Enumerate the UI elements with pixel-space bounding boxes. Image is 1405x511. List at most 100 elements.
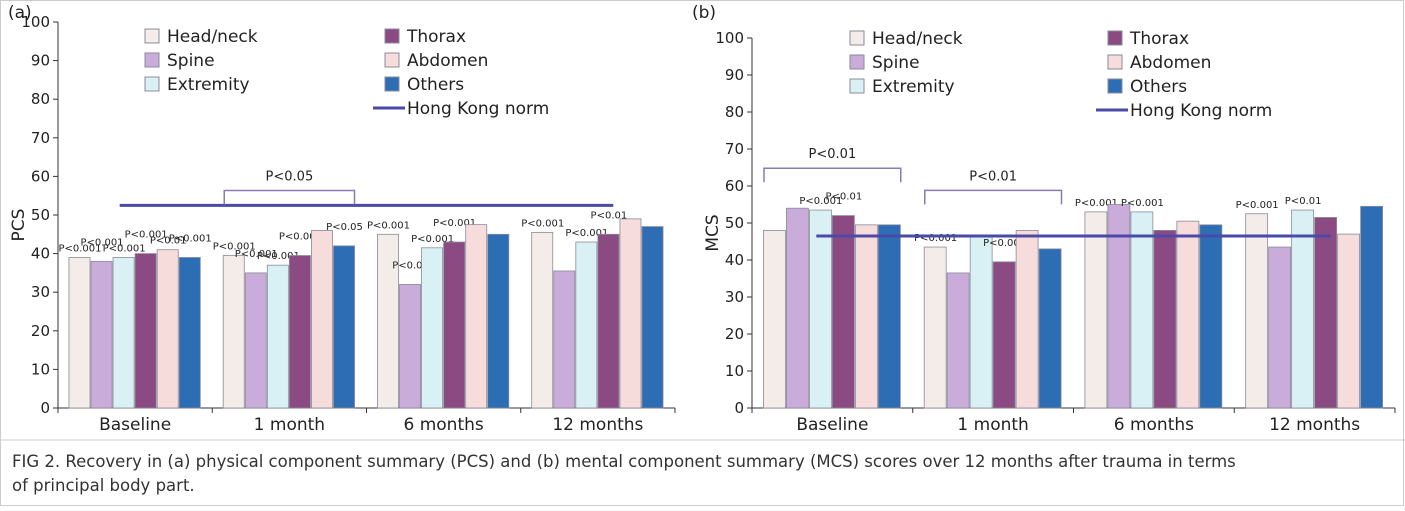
bar bbox=[1130, 211, 1154, 409]
significance-label: P<0.001 bbox=[169, 233, 212, 244]
legend-swatch bbox=[384, 28, 400, 44]
bar bbox=[992, 261, 1016, 409]
bar bbox=[854, 224, 878, 409]
y-tick-label: 30 bbox=[31, 283, 50, 301]
bar bbox=[311, 230, 333, 409]
caption-line: of principal body part. bbox=[12, 476, 195, 495]
y-tick-label: 40 bbox=[725, 251, 744, 269]
legend-label: Head/neck bbox=[872, 29, 963, 49]
significance-label: P<0.001 bbox=[983, 238, 1026, 249]
bracket-label: P<0.01 bbox=[809, 147, 857, 162]
bar bbox=[1107, 204, 1131, 409]
y-tick-label: 50 bbox=[725, 214, 744, 232]
bar bbox=[178, 257, 201, 409]
legend-label: Hong Kong norm bbox=[1130, 101, 1272, 121]
x-tick-label: 6 months bbox=[403, 415, 483, 435]
y-tick-label: 0 bbox=[40, 399, 50, 417]
legend-label: Others bbox=[407, 75, 464, 95]
bar bbox=[597, 233, 620, 409]
significance-label: P<0.001 bbox=[81, 237, 124, 248]
y-tick-label: 100 bbox=[715, 29, 744, 47]
bar bbox=[1038, 248, 1062, 409]
bar bbox=[1337, 233, 1360, 409]
bar bbox=[1199, 224, 1223, 409]
bar bbox=[531, 231, 554, 409]
y-axis-title: MCS bbox=[703, 214, 723, 251]
significance-label: P<0.01 bbox=[150, 236, 187, 247]
significance-label: P<0.01 bbox=[826, 192, 863, 203]
y-tick-label: 50 bbox=[31, 206, 50, 224]
bar bbox=[377, 233, 399, 409]
legend-label: Extremity bbox=[167, 75, 250, 95]
bar bbox=[487, 233, 510, 409]
legend-swatch bbox=[849, 54, 865, 70]
legend-swatch bbox=[849, 78, 865, 94]
bar bbox=[266, 264, 289, 409]
bar bbox=[156, 249, 179, 409]
significance-label: P<0.001 bbox=[58, 243, 101, 254]
bar bbox=[763, 229, 786, 409]
significance-label: P<0.001 bbox=[213, 242, 256, 253]
panel-label: (b) bbox=[692, 3, 716, 23]
bar bbox=[222, 255, 245, 409]
legend-label: Hong Kong norm bbox=[407, 99, 549, 119]
bar bbox=[1176, 220, 1200, 409]
legend-swatch bbox=[849, 30, 865, 46]
legend-label: Spine bbox=[872, 53, 920, 73]
bar bbox=[877, 224, 901, 409]
bar bbox=[969, 235, 993, 409]
legend-label: Spine bbox=[167, 51, 215, 71]
legend-swatch bbox=[1107, 78, 1123, 94]
y-tick-label: 100 bbox=[21, 13, 50, 31]
x-tick-label: Baseline bbox=[796, 415, 868, 435]
bar bbox=[90, 260, 113, 409]
legend-label: Others bbox=[1130, 77, 1187, 97]
bar bbox=[1291, 209, 1315, 409]
bar bbox=[421, 247, 444, 409]
significance-label: P<0.05 bbox=[326, 222, 363, 233]
legend-label: Thorax bbox=[406, 27, 466, 47]
legend-label: Abdomen bbox=[407, 51, 488, 71]
legend-label: Thorax bbox=[1129, 29, 1189, 49]
bar bbox=[786, 207, 809, 409]
significance-label: P<0.001 bbox=[1075, 198, 1118, 209]
x-tick-label: 1 month bbox=[957, 415, 1028, 435]
legend-swatch bbox=[1107, 54, 1123, 70]
y-tick-label: 80 bbox=[31, 90, 50, 108]
bar bbox=[946, 272, 970, 409]
bracket-label: P<0.05 bbox=[266, 169, 314, 184]
significance-label: P<0.001 bbox=[125, 230, 168, 241]
bar bbox=[134, 253, 157, 409]
bar bbox=[923, 246, 947, 409]
legend-swatch bbox=[384, 76, 400, 92]
bar bbox=[112, 257, 135, 409]
y-tick-label: 40 bbox=[31, 245, 50, 263]
x-tick-label: 12 months bbox=[552, 415, 643, 435]
bar bbox=[641, 226, 664, 409]
bar bbox=[465, 224, 488, 409]
legend-swatch bbox=[144, 52, 160, 68]
legend-swatch bbox=[144, 28, 160, 44]
bar bbox=[575, 241, 598, 409]
y-tick-label: 60 bbox=[725, 177, 744, 195]
legend-label: Head/neck bbox=[167, 27, 258, 47]
bar bbox=[808, 209, 832, 409]
bracket-label: P<0.01 bbox=[969, 169, 1017, 184]
significance-label: P<0.001 bbox=[257, 251, 300, 262]
significance-label: P<0.001 bbox=[521, 218, 564, 229]
y-tick-label: 60 bbox=[31, 167, 50, 185]
legend-swatch bbox=[384, 52, 400, 68]
x-tick-label: 12 months bbox=[1269, 415, 1360, 435]
significance-label: P<0.01 bbox=[591, 210, 628, 221]
y-tick-label: 90 bbox=[31, 52, 50, 70]
bar bbox=[288, 255, 311, 409]
y-axis-title: PCS bbox=[9, 209, 29, 242]
significance-label: P<0.001 bbox=[411, 234, 454, 245]
significance-label: P<0.001 bbox=[367, 220, 410, 231]
significance-label: P<0.001 bbox=[433, 218, 476, 229]
significance-label: P<0.001 bbox=[565, 228, 608, 239]
y-tick-label: 10 bbox=[31, 360, 50, 378]
significance-label: P<0.001 bbox=[279, 232, 322, 243]
